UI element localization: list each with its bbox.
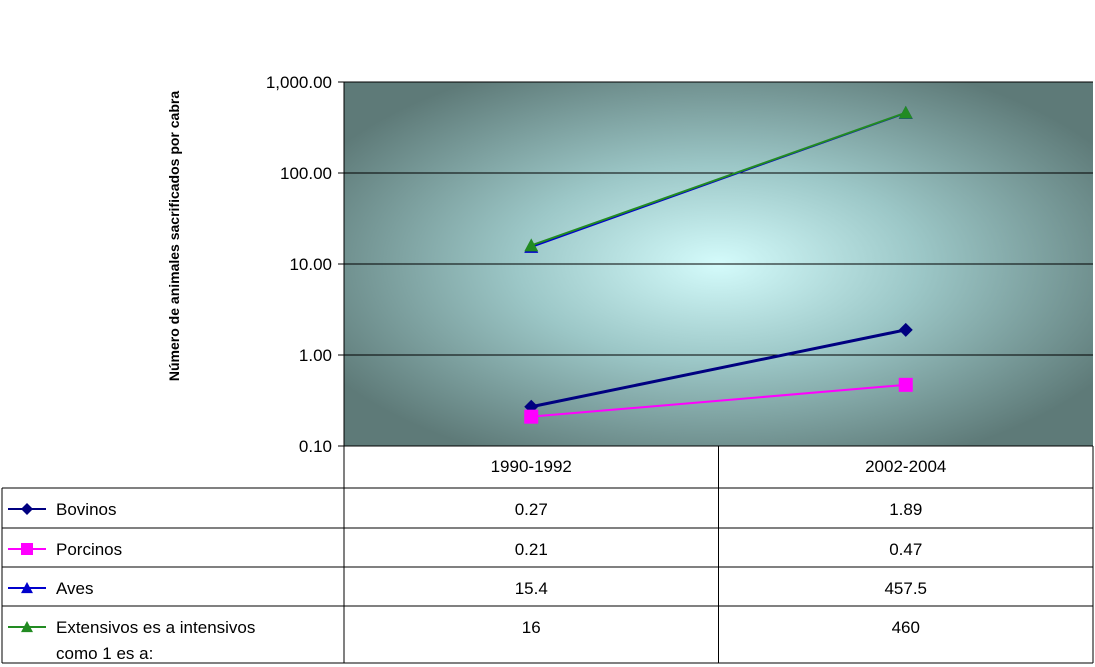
series-line [530,328,907,409]
data-label: 15.4 [515,579,548,598]
legend-series-name: Extensivos es a intensivos [56,618,255,637]
series-marker [21,503,33,515]
y-axis-label: Número de animales sacrificados por cabr… [166,91,182,381]
legend-series-name: Bovinos [56,500,116,519]
y-tick-label: 100.00 [280,164,332,183]
series-marker [21,543,33,555]
data-label: 457.5 [884,579,927,598]
series-layer [524,105,913,424]
gridlines [344,81,1093,356]
y-tick-label: 10.00 [289,255,332,274]
series-line [530,111,907,247]
y-tick-label: 1,000.00 [266,73,332,92]
data-label: 0.47 [889,540,922,559]
y-tick-label: 0.10 [299,437,332,456]
x-tick-label: 1990-1992 [491,457,572,476]
data-label: 0.21 [515,540,548,559]
legend-series-name: Porcinos [56,540,122,559]
data-label: 1.89 [889,500,922,519]
series-marker [898,322,913,337]
series-marker [898,105,913,119]
legend-series-name: Aves [56,579,94,598]
y-ticks: 1,000.00 100.00 10.00 1.00 0.10 [266,73,344,456]
series-marker [21,621,33,633]
series-marker [21,582,33,594]
data-label: 0.27 [515,500,548,519]
data-table: 1990-1992 2002-2004 Bovinos 0.27 1.89 Porcino… [1,445,1094,664]
series-line [531,383,906,418]
y-tick-label: 1.00 [299,346,332,365]
data-label: 16 [522,618,541,637]
x-tick-label: 2002-2004 [865,457,946,476]
series-marker [898,377,913,392]
series-marker [524,409,539,424]
data-label: 460 [892,618,920,637]
series-marker [524,238,539,252]
legend-series-name-line2: como 1 es a: [56,644,153,663]
